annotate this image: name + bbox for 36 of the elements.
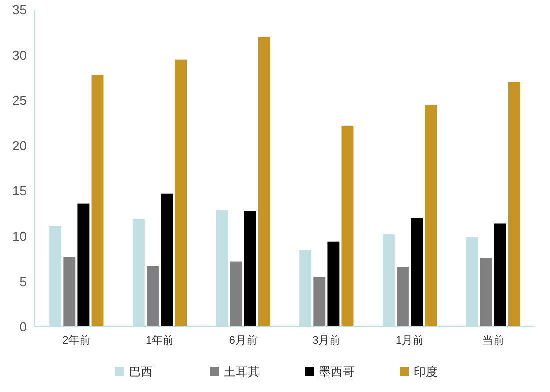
bar: [161, 194, 173, 327]
y-tick-label: 5: [20, 274, 27, 290]
bar: [425, 105, 438, 327]
bar: [92, 75, 104, 327]
x-tick-label: 6月前: [229, 335, 258, 347]
bar: [342, 126, 354, 327]
bar: [244, 211, 256, 327]
bar: [258, 37, 270, 327]
bar: [480, 258, 492, 327]
bar: [175, 60, 188, 327]
y-tick-label: 15: [12, 184, 27, 199]
y-tick-label: 30: [12, 48, 27, 63]
bar: [230, 262, 242, 327]
x-tick-label: 3月前: [312, 335, 341, 347]
x-tick-label: 1月前: [396, 335, 424, 347]
bar: [508, 82, 520, 327]
bar: [411, 218, 423, 327]
bar: [64, 257, 76, 327]
x-tick-label: 当前: [482, 335, 504, 347]
bar: [328, 242, 340, 327]
legend-label: 墨西哥: [319, 365, 355, 380]
bar: [147, 266, 159, 327]
y-tick-label: 20: [12, 138, 27, 154]
x-tick-label: 2年前: [62, 335, 91, 347]
bar: [78, 204, 90, 327]
y-tick-label: 0: [20, 320, 27, 335]
y-tick-label: 25: [12, 93, 27, 108]
bar: [314, 277, 326, 327]
bar: [494, 224, 506, 327]
x-tick-label: 1年前: [146, 335, 174, 347]
legend-label: 巴西: [129, 365, 153, 380]
y-tick-label: 10: [12, 228, 27, 244]
bar: [397, 267, 409, 327]
legend-label: 土耳其: [224, 365, 260, 380]
legend-label: 印度: [414, 365, 438, 380]
y-tick-label: 35: [12, 2, 27, 18]
